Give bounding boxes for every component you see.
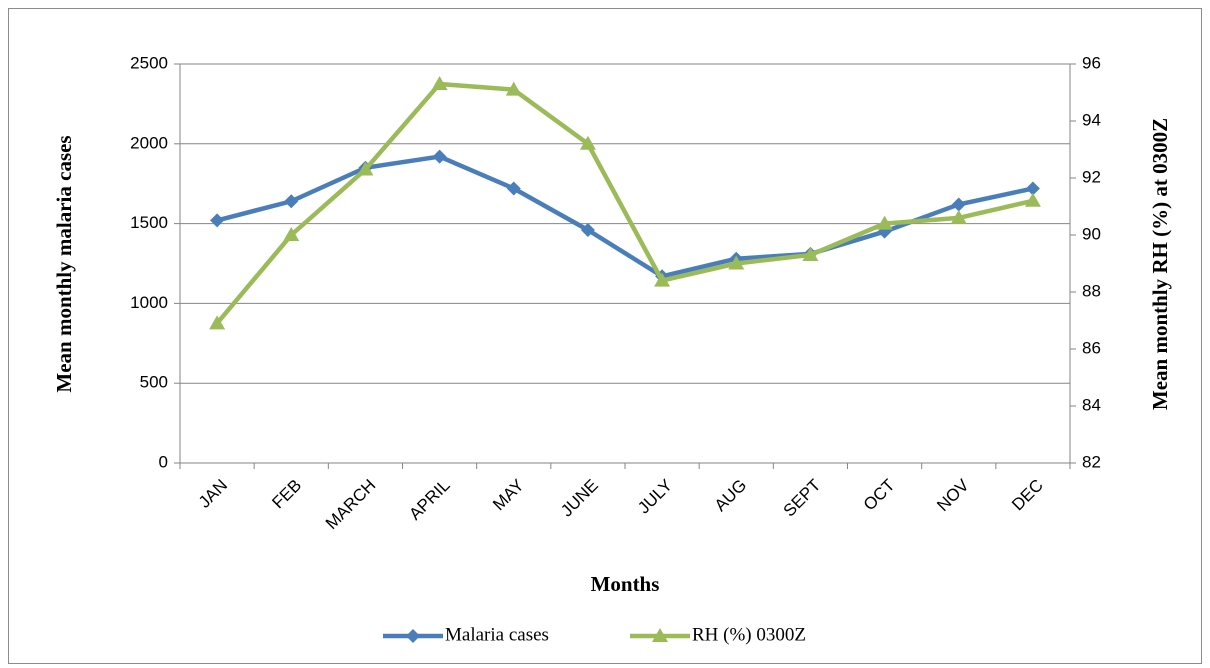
marker [654,272,671,287]
marker [283,227,300,241]
marker [1025,181,1040,196]
x-tick-label: AUG [711,476,750,515]
x-tick-label: NOV [933,475,973,515]
marker [876,215,893,230]
y-tick-label: 500 [140,373,168,392]
y2-tick-label: 86 [1082,338,1101,357]
x-tick-label: OCT [860,476,899,515]
marker [580,222,595,237]
y-axis-title: Mean monthly malaria cases [52,135,76,392]
y2-tick-label: 94 [1082,110,1101,129]
marker [431,75,448,90]
marker [506,181,521,196]
y2-tick-label: 82 [1082,452,1101,471]
y-tick-label: 0 [159,452,168,471]
x-tick-label: JULY [634,476,676,518]
y2-tick-label: 96 [1082,53,1101,72]
y-tick-label: 1000 [130,293,168,312]
y-tick-label: 2000 [130,133,168,152]
y2-axis-title: Mean monthly RH (%) at 0300Z [1148,118,1172,410]
marker [652,628,668,642]
marker [1024,192,1041,207]
x-axis-title: Months [591,572,660,596]
y2-tick-label: 92 [1082,167,1101,186]
marker [728,255,745,270]
marker [579,135,596,150]
marker [357,161,374,176]
x-tick-label: SEPT [780,476,825,521]
marker [406,629,420,643]
marker [950,209,967,224]
x-tick-label: JUNE [557,476,602,521]
y2-tick-label: 88 [1082,281,1101,300]
x-tick-label: FEB [268,476,305,513]
marker [951,197,966,212]
x-tick-label: MAY [489,476,528,515]
legend-label: RH (%) 0300Z [692,624,806,645]
marker [505,81,522,96]
y-tick-label: 1500 [130,213,168,232]
legend-label: Malaria cases [445,624,549,645]
marker [284,194,299,209]
x-tick-label: MARCH [322,476,380,534]
marker [209,315,226,330]
x-tick-label: APRIL [405,476,453,524]
chart-border [8,8,1202,664]
y-tick-label: 2500 [130,53,168,72]
marker [802,246,819,261]
x-tick-label: JAN [195,476,231,512]
x-tick-label: DEC [1008,476,1047,515]
series-line [215,81,1034,325]
y2-tick-label: 90 [1082,224,1101,243]
series-line [216,154,1034,279]
y2-tick-label: 84 [1082,395,1101,414]
marker [210,213,225,228]
marker [432,149,447,164]
